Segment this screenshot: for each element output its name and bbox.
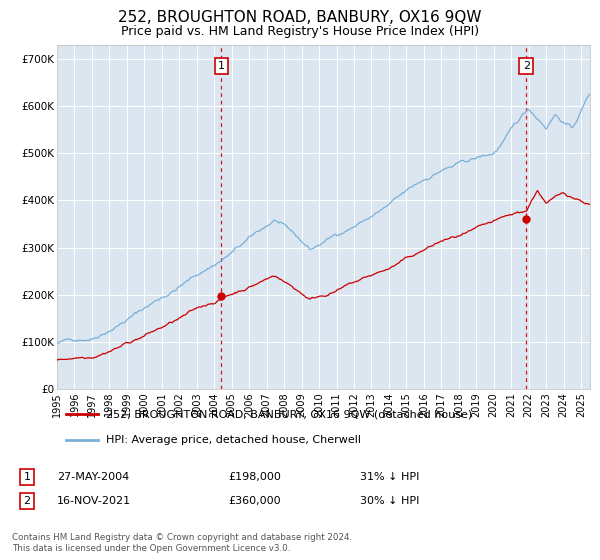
Text: 252, BROUGHTON ROAD, BANBURY, OX16 9QW: 252, BROUGHTON ROAD, BANBURY, OX16 9QW [118,10,482,25]
Text: Price paid vs. HM Land Registry's House Price Index (HPI): Price paid vs. HM Land Registry's House … [121,25,479,38]
Text: 16-NOV-2021: 16-NOV-2021 [57,496,131,506]
Text: Contains HM Land Registry data © Crown copyright and database right 2024.
This d: Contains HM Land Registry data © Crown c… [12,533,352,553]
Text: 1: 1 [218,61,225,71]
Text: 2: 2 [23,496,31,506]
Text: HPI: Average price, detached house, Cherwell: HPI: Average price, detached house, Cher… [107,435,361,445]
Text: 30% ↓ HPI: 30% ↓ HPI [360,496,419,506]
Text: 2: 2 [523,61,530,71]
Text: £360,000: £360,000 [228,496,281,506]
Text: 252, BROUGHTON ROAD, BANBURY, OX16 9QW (detached house): 252, BROUGHTON ROAD, BANBURY, OX16 9QW (… [107,409,473,419]
Text: 27-MAY-2004: 27-MAY-2004 [57,472,129,482]
Text: 31% ↓ HPI: 31% ↓ HPI [360,472,419,482]
Text: 1: 1 [23,472,31,482]
Text: £198,000: £198,000 [228,472,281,482]
